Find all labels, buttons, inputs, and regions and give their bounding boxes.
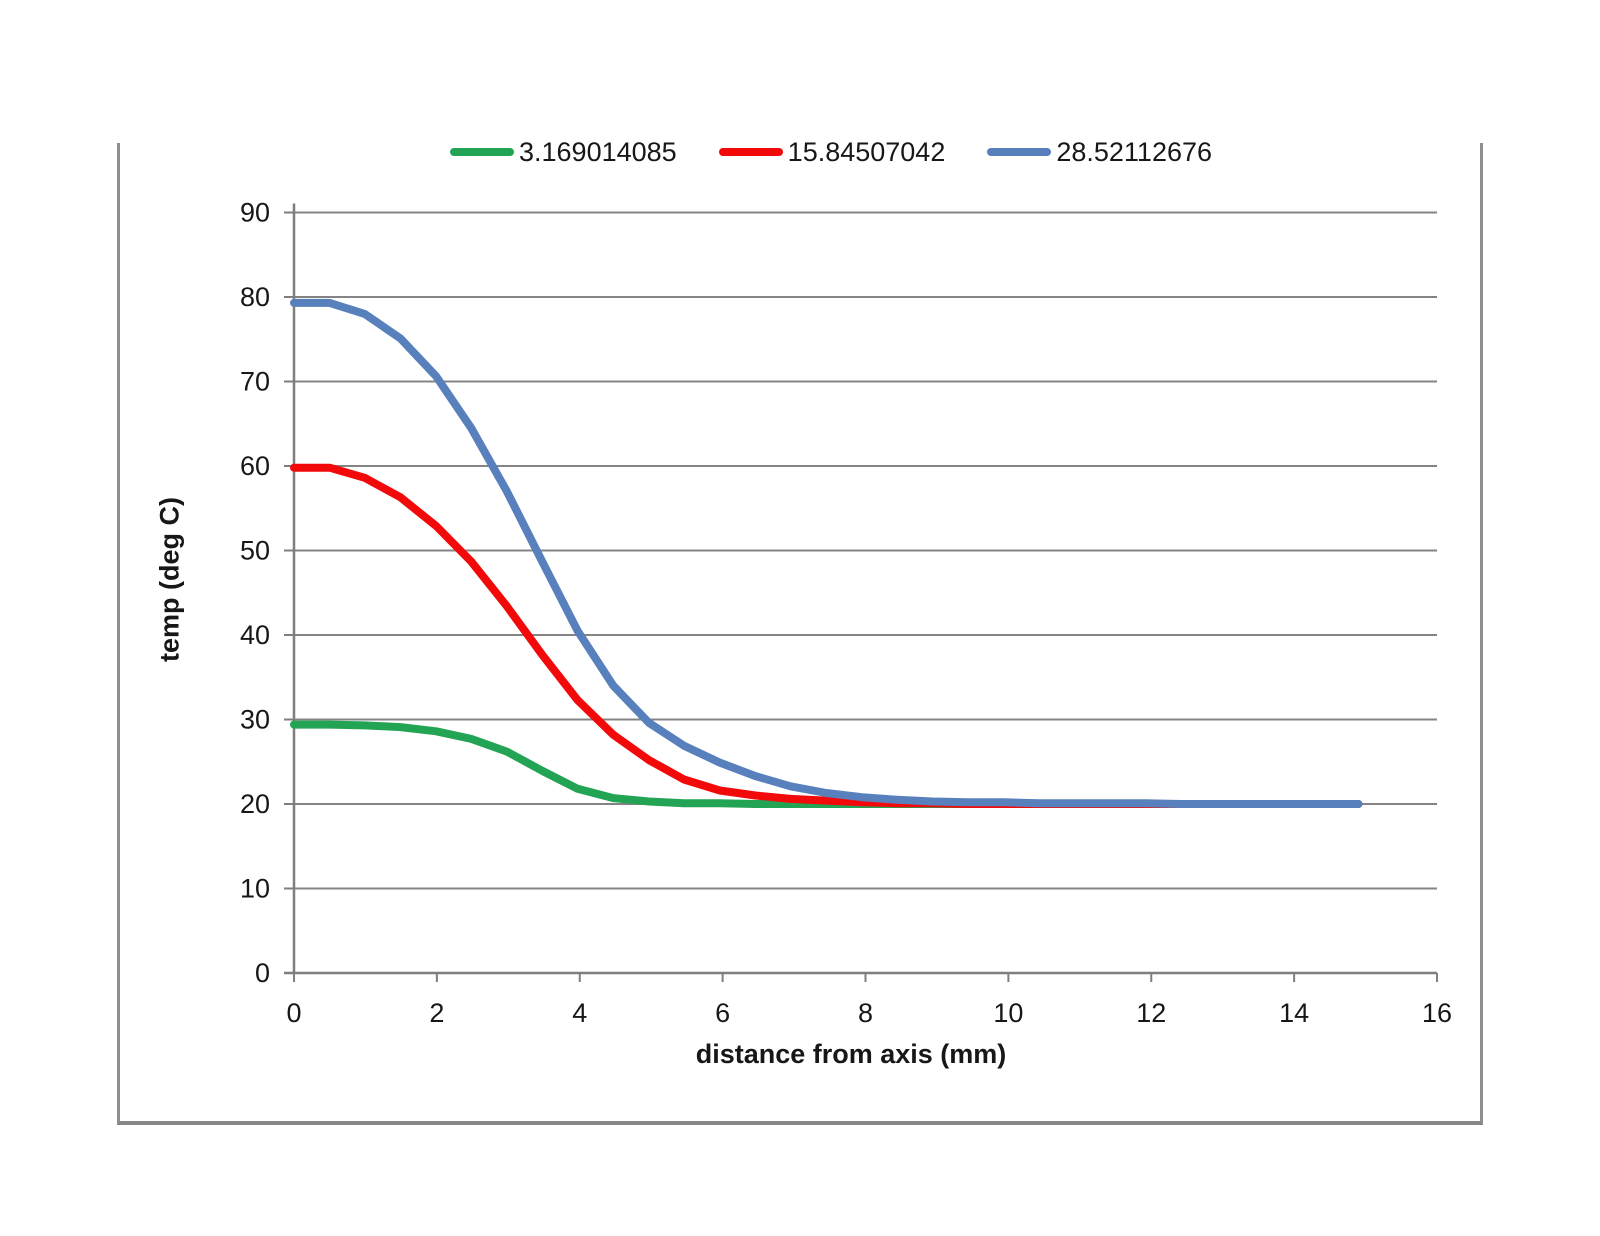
y-tick-label-0: 0 bbox=[255, 958, 270, 988]
y-tick-label-50: 50 bbox=[240, 536, 270, 566]
y-tick-label-10: 10 bbox=[240, 874, 270, 904]
legend-label-series-1: 3.169014085 bbox=[519, 137, 677, 167]
y-tick-label-30: 30 bbox=[240, 705, 270, 735]
x-tick-label-4: 4 bbox=[572, 998, 587, 1028]
y-tick-label-40: 40 bbox=[240, 620, 270, 650]
x-tick-label-8: 8 bbox=[858, 998, 873, 1028]
y-tick-label-60: 60 bbox=[240, 451, 270, 481]
legend-line-swatch-red bbox=[718, 148, 783, 156]
legend-line-swatch-green bbox=[450, 148, 514, 156]
x-axis-title: distance from axis (mm) bbox=[695, 1039, 1007, 1069]
legend-item-series-2: 15.84507042 bbox=[718, 137, 946, 167]
x-tick-label-2: 2 bbox=[429, 998, 444, 1028]
y-tick-label-70: 70 bbox=[240, 367, 270, 397]
x-tick-label-16: 16 bbox=[1422, 998, 1452, 1028]
legend: 3.169014085 15.84507042 28.52112676 bbox=[450, 137, 1212, 167]
legend-line-swatch-blue bbox=[987, 148, 1052, 156]
legend-item-series-3: 28.52112676 bbox=[987, 137, 1212, 167]
series-line-28.52112676 bbox=[290, 298, 1363, 808]
x-tick-label-0: 0 bbox=[286, 998, 301, 1028]
x-tick-label-14: 14 bbox=[1279, 998, 1309, 1028]
x-tick-label-12: 12 bbox=[1136, 998, 1166, 1028]
y-tick-label-20: 20 bbox=[240, 789, 270, 819]
legend-label-series-2: 15.84507042 bbox=[787, 137, 946, 167]
y-tick-label-80: 80 bbox=[240, 282, 270, 312]
x-tick-label-10: 10 bbox=[993, 998, 1023, 1028]
legend-item-series-1: 3.169014085 bbox=[450, 137, 677, 167]
y-tick-label-90: 90 bbox=[240, 198, 270, 228]
legend-label-series-3: 28.52112676 bbox=[1056, 137, 1213, 167]
x-tick-label-6: 6 bbox=[715, 998, 730, 1028]
